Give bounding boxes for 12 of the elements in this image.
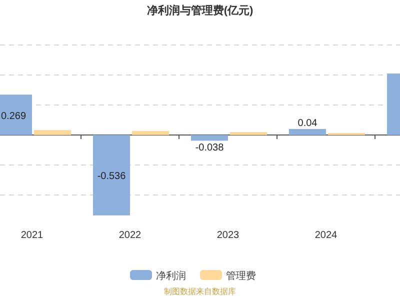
x-tick-label: 2021 [20, 230, 44, 241]
x-tick-label: 2024 [314, 230, 338, 241]
text: 制图数据来自数据库 [164, 287, 236, 296]
data-label: -0.536 [97, 171, 126, 182]
legend-label: 管理费 [226, 270, 256, 282]
x-tick-label: 2023 [216, 230, 240, 241]
chart-title: 净利润与管理费(亿元) [146, 4, 254, 17]
data-label: 0.269 [0, 110, 26, 122]
x-tick-label: 2022 [118, 230, 142, 241]
data-label: -0.038 [195, 142, 224, 154]
legend-label: 净利润 [156, 270, 186, 282]
data-label: 0.04 [298, 118, 318, 129]
